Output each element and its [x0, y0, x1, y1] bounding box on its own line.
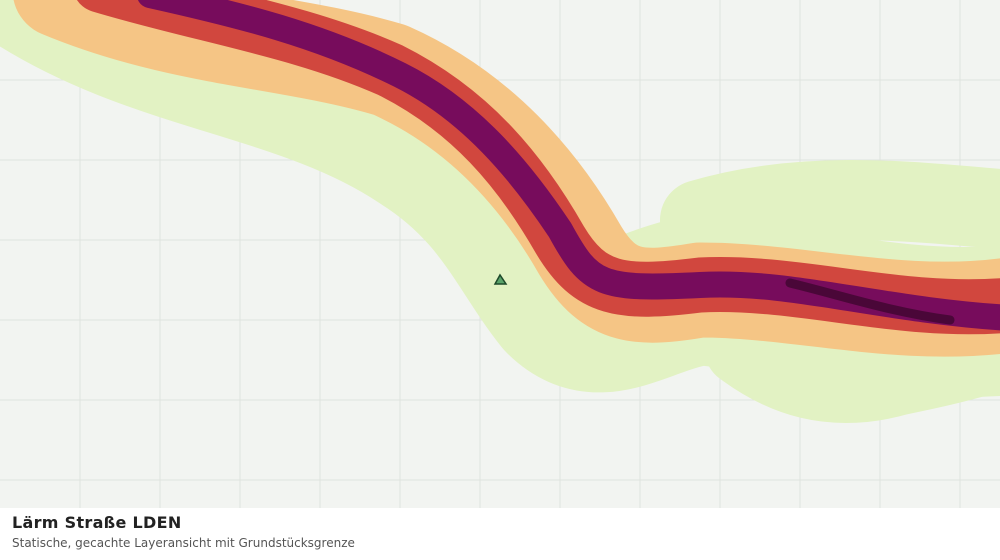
noise-band-highest	[785, 278, 955, 325]
parcel-marker	[493, 273, 508, 285]
map-title: Lärm Straße LDEN	[12, 513, 182, 532]
noise-band-lowest	[660, 160, 1000, 260]
noise-band-lowest	[705, 315, 1000, 424]
map	[0, 0, 1000, 508]
noise-band-high	[138, 0, 1000, 331]
noise-bands	[0, 0, 1000, 424]
map-subtitle: Statische, gecachte Layeransicht mit Gru…	[12, 536, 355, 550]
